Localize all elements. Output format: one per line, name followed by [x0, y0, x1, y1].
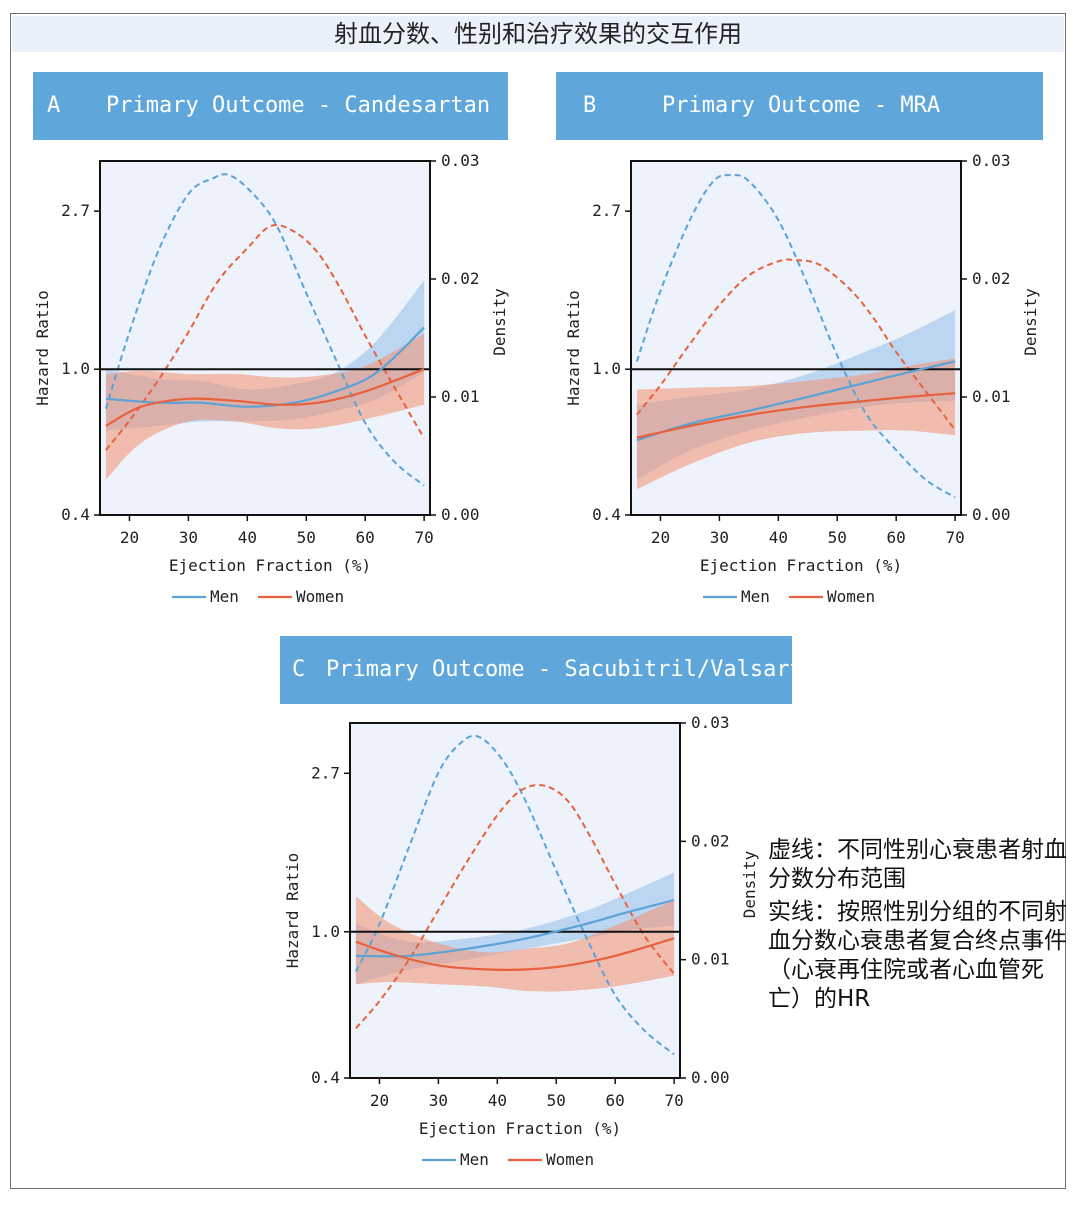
- panel-a-letter: A: [47, 93, 61, 118]
- y2-tick-label: 0.03: [972, 151, 1011, 170]
- y-tick-label: 1.0: [311, 922, 340, 941]
- ci-band-women: [636, 358, 956, 490]
- y-tick-label: 0.4: [592, 505, 621, 524]
- figure-banner: 射血分数、性别和治疗效果的交互作用: [12, 16, 1064, 52]
- x-axis-label: Ejection Fraction (%): [700, 556, 902, 575]
- x-tick-label: 60: [606, 1091, 625, 1110]
- y2-tick-label: 0.00: [972, 505, 1011, 524]
- density-curve-women: [355, 783, 675, 1029]
- plot-frame: [630, 160, 962, 516]
- legend-label-men: Men: [741, 587, 770, 606]
- y-tick-label: 0.4: [61, 505, 90, 524]
- y-tick-label: 0.4: [311, 1068, 340, 1087]
- x-tick-label: 60: [356, 528, 375, 547]
- x-axis-label: Ejection Fraction (%): [419, 1119, 621, 1138]
- y-tick-label: 1.0: [61, 359, 90, 378]
- y2-tick-label: 0.00: [691, 1068, 730, 1087]
- figure-frame: [10, 13, 1066, 1189]
- panel-b-header: B Primary Outcome - MRA: [556, 72, 1043, 140]
- x-tick-label: 70: [414, 528, 433, 547]
- y-tick-label: 1.0: [592, 359, 621, 378]
- x-tick-label: 70: [945, 528, 964, 547]
- x-tick-label: 30: [429, 1091, 448, 1110]
- legend-label-women: Women: [546, 1150, 594, 1169]
- density-curve-women: [105, 224, 425, 451]
- note-dashed-line: 虚线：不同性别心衰患者射血分数分布范围: [768, 837, 1067, 892]
- y-axis-label: Hazard Ratio: [283, 853, 302, 969]
- density-curve-men: [355, 734, 675, 1056]
- ci-band-women: [355, 896, 675, 992]
- legend-label-men: Men: [210, 587, 239, 606]
- x-tick-label: 40: [769, 528, 788, 547]
- legend-label-women: Women: [827, 587, 875, 606]
- panel-a-header: A Primary Outcome - Candesartan: [33, 72, 508, 140]
- legend-label-women: Women: [296, 587, 344, 606]
- y2-tick-label: 0.02: [972, 269, 1011, 288]
- hr-line-women: [636, 392, 956, 439]
- hr-line-women: [355, 937, 675, 972]
- y2-tick-label: 0.00: [441, 505, 480, 524]
- panel-c-title: Primary Outcome - Sacubitril/Valsartan: [326, 657, 792, 682]
- x-tick-label: 70: [664, 1091, 683, 1110]
- panel-c-header: C Primary Outcome - Sacubitril/Valsartan: [280, 636, 792, 704]
- chart-panel-a: 20 30 40 50 60 70 0.4 1.0 2.7 0.00 0.01 0.02 0.03 Eje…: [33, 151, 509, 606]
- figure-title: 射血分数、性别和治疗效果的交互作用: [334, 20, 742, 48]
- y2-tick-label: 0.02: [441, 269, 480, 288]
- y2-tick-label: 0.03: [691, 713, 730, 732]
- x-tick-label: 20: [651, 528, 670, 547]
- y2-tick-label: 0.02: [691, 831, 730, 850]
- x-axis-label: Ejection Fraction (%): [169, 556, 371, 575]
- x-tick-label: 60: [887, 528, 906, 547]
- density-curve-men: [104, 173, 425, 487]
- hr-line-men: [355, 898, 675, 958]
- x-tick-label: 50: [828, 528, 847, 547]
- density-curve-women: [636, 258, 956, 431]
- y2-axis-label: Density: [490, 288, 509, 356]
- y-tick-label: 2.7: [592, 201, 621, 220]
- x-tick-label: 40: [238, 528, 257, 547]
- y-axis-label: Hazard Ratio: [564, 290, 583, 406]
- panel-b-title: Primary Outcome - MRA: [662, 93, 941, 118]
- y2-axis-label: Density: [1021, 288, 1040, 356]
- panel-b-letter: B: [583, 93, 597, 118]
- legend-label-men: Men: [460, 1150, 489, 1169]
- annotation-note: 虚线：不同性别心衰患者射血分数分布范围 实线：按照性别分组的不同射血分数心衰患者…: [768, 836, 1068, 1018]
- x-tick-label: 20: [120, 528, 139, 547]
- density-curve-men: [635, 174, 956, 499]
- plot-frame: [99, 160, 431, 516]
- x-tick-label: 30: [179, 528, 198, 547]
- panel-a-title: Primary Outcome - Candesartan: [106, 93, 491, 118]
- panel-c-letter: C: [292, 657, 306, 682]
- y2-axis-label: Density: [740, 850, 759, 918]
- hr-line-men: [636, 360, 956, 442]
- plot-background: [100, 161, 430, 515]
- y-axis-label: Hazard Ratio: [33, 290, 52, 406]
- chart-panel-b: 20 30 40 50 60 70 0.4 1.0 2.7 0.00 0.01 0.02 0.03 Eje…: [564, 151, 1040, 606]
- x-tick-label: 50: [297, 528, 316, 547]
- note-solid-line: 实线：按照性别分组的不同射血分数心衰患者复合终点事件（心衰再住院或者心血管死亡）…: [768, 899, 1067, 1012]
- x-tick-label: 40: [488, 1091, 507, 1110]
- y2-tick-label: 0.01: [972, 387, 1011, 406]
- y2-tick-label: 0.01: [691, 950, 730, 969]
- y-tick-label: 2.7: [61, 201, 90, 220]
- chart-panel-c: 20 30 40 50 60 70 0.4 1.0 2.7 0.00 0.01 0.02 0.03 Eje…: [283, 713, 759, 1169]
- y-tick-label: 2.7: [311, 763, 340, 782]
- plot-frame: [349, 722, 681, 1079]
- y2-tick-label: 0.03: [441, 151, 480, 170]
- hr-line-women: [105, 368, 425, 427]
- x-tick-label: 20: [370, 1091, 389, 1110]
- y2-tick-label: 0.01: [441, 387, 480, 406]
- x-tick-label: 30: [710, 528, 729, 547]
- x-tick-label: 50: [547, 1091, 566, 1110]
